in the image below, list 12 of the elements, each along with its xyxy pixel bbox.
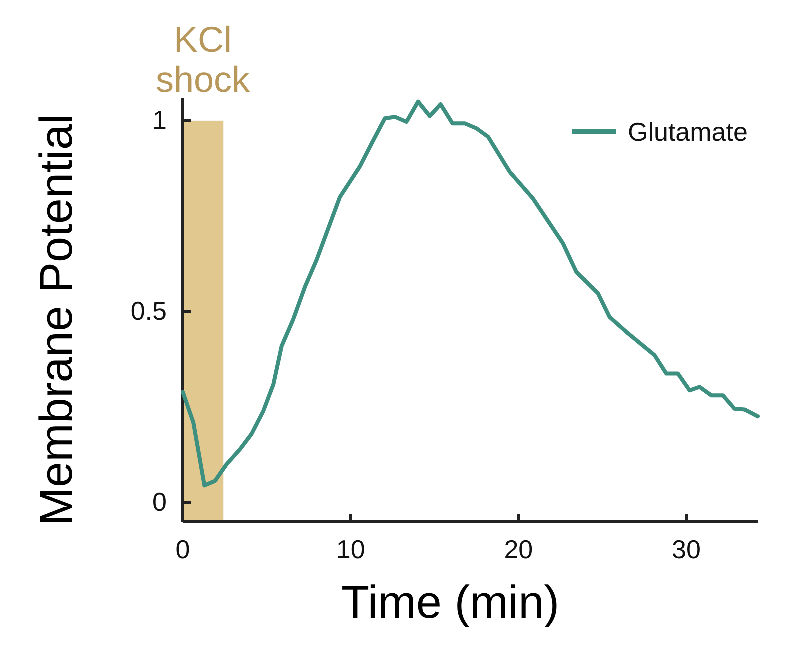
line-series bbox=[181, 100, 760, 488]
x-tick-label: 0 bbox=[176, 534, 190, 564]
x-axis-title: Time (min) bbox=[341, 576, 560, 628]
band-label: KCl shock bbox=[156, 19, 252, 100]
x-tick-label: 10 bbox=[336, 534, 366, 564]
legend-label: Glutamate bbox=[628, 117, 748, 147]
y-tick-label: 1 bbox=[152, 105, 167, 136]
y-tick-label: 0.5 bbox=[130, 296, 167, 326]
x-tick-label: 30 bbox=[672, 534, 701, 564]
y-axis-title: Membrane Potential bbox=[30, 114, 82, 526]
x-tick-label: 20 bbox=[504, 534, 534, 564]
y-tick-label: 0 bbox=[152, 487, 167, 518]
